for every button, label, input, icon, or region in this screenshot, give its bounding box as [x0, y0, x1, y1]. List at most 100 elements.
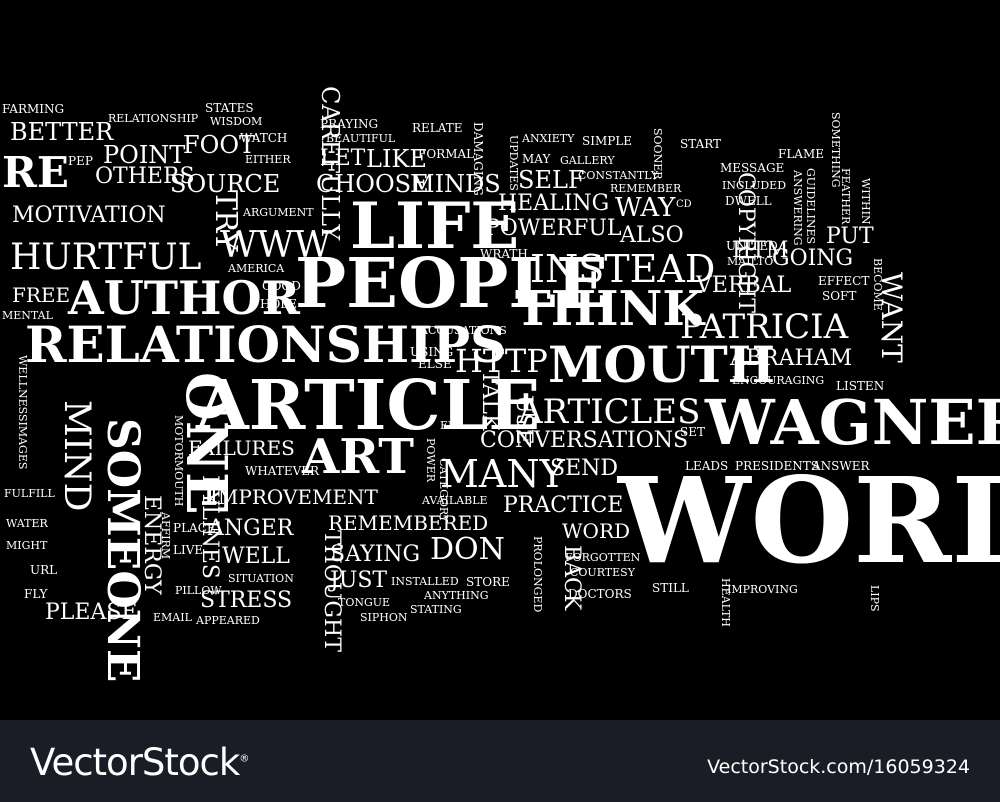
cloud-word: THINK — [515, 281, 705, 337]
cloud-word: PILLOW — [175, 584, 222, 597]
watermark-footer: VectorStock® VectorStock.com/16059324 — [0, 720, 1000, 802]
cloud-word: SOURCE — [170, 170, 281, 198]
cloud-word: EITHER — [245, 153, 291, 166]
cloud-word: URL — [30, 563, 58, 577]
cloud-word: REMEMBERED — [328, 511, 489, 535]
cloud-word: ARTICLES — [518, 392, 701, 432]
cloud-word: HTM — [732, 238, 789, 263]
cloud-word: ANYTHING — [424, 589, 489, 602]
cloud-word: MAILTO — [727, 255, 774, 268]
cloud-word: FORGOTTEN — [565, 551, 641, 564]
cloud-word: ARGUMENT — [243, 206, 314, 219]
cloud-word: SOFT — [822, 289, 857, 303]
cloud-word: INSTALLED — [391, 575, 459, 588]
cloud-word: DON — [430, 532, 505, 567]
cloud-word: WWW — [220, 225, 332, 266]
cloud-word: WATCH — [240, 131, 288, 145]
cloud-word: VERBAL — [696, 273, 792, 298]
cloud-word: FOOT — [183, 131, 256, 159]
cloud-word: PRACTICE — [503, 493, 624, 518]
cloud-word: LIPS — [868, 585, 881, 612]
cloud-word: RELATE — [412, 121, 463, 135]
cloud-word: FORMAL — [418, 147, 475, 161]
registered-mark: ® — [239, 753, 249, 765]
cloud-word: PEP — [68, 154, 93, 168]
cloud-word: TONGUE — [338, 596, 391, 609]
cloud-word: SAYING — [330, 542, 421, 567]
cloud-word: REMEMBER — [610, 182, 682, 195]
cloud-word: UNITED — [726, 239, 778, 253]
cloud-word: LEADS — [685, 459, 729, 473]
cloud-word: WHATEVER — [245, 464, 320, 478]
cloud-word: STATES — [205, 101, 254, 115]
cloud-word: RE — [2, 148, 69, 197]
cloud-word: ENCOURAGING — [732, 374, 825, 387]
cloud-word: MOUTH — [548, 335, 775, 394]
brand-name: VectorStock — [30, 741, 240, 784]
cloud-word: MESSAGE — [720, 161, 785, 175]
cloud-word: SEND — [550, 456, 619, 481]
cloud-word: ART — [302, 429, 415, 485]
cloud-word: INCLUDED — [722, 179, 787, 192]
cloud-word: STATING — [410, 603, 462, 616]
cloud-word: TALK — [477, 370, 502, 431]
cloud-word: BEAUTIFUL — [326, 132, 396, 145]
cloud-word: SET — [680, 425, 705, 439]
vectorstock-logo: VectorStock® — [30, 741, 249, 784]
cloud-word: LET — [320, 146, 366, 171]
cloud-word: RELATIONSHIP — [108, 112, 199, 125]
cloud-word: MOTORMOUTH — [172, 415, 185, 507]
cloud-word: LIFE — [350, 189, 520, 264]
cloud-word: SIPHON — [360, 611, 408, 624]
cloud-word: STORE — [466, 575, 510, 589]
cloud-word: ANSWER — [812, 459, 870, 473]
cloud-word: OTHERS — [95, 164, 195, 189]
cloud-word: SOONER — [651, 128, 664, 180]
cloud-word: ANSWERING — [791, 170, 804, 246]
cloud-word: WITHIN — [859, 178, 872, 225]
cloud-word: CONSTANTLY — [578, 169, 659, 182]
image-id: VectorStock.com/16059324 — [707, 756, 970, 778]
cloud-word: GOING — [772, 246, 854, 271]
cloud-word: START — [680, 137, 722, 151]
cloud-word: MAY — [522, 152, 551, 166]
cloud-word: MIND — [56, 400, 97, 512]
cloud-word: BETTER — [10, 118, 114, 146]
cloud-word: EMAIL — [153, 611, 192, 624]
cloud-word: SITUATION — [228, 572, 294, 585]
cloud-word: ELSE — [418, 357, 452, 371]
cloud-word: APPEARED — [196, 614, 260, 627]
cloud-word: CD — [676, 199, 692, 210]
cloud-word: PEOPLE — [295, 244, 608, 324]
cloud-word: WORD — [562, 519, 631, 543]
cloud-word: USING — [410, 345, 454, 359]
cloud-word: MOTIVATION — [12, 203, 166, 228]
cloud-word: HURTFUL — [10, 237, 202, 278]
cloud-word: MIGHT — [6, 539, 48, 552]
cloud-word: ARTICLE — [196, 366, 541, 446]
cloud-word: PUT — [826, 224, 874, 249]
cloud-word: GUIDELINES — [804, 168, 817, 245]
cloud-word: PROLONGED — [531, 536, 544, 613]
cloud-word: PRESIDENTS — [735, 459, 819, 473]
cloud-word: CHOOSE — [316, 170, 429, 198]
cloud-word: AFFIRM — [159, 512, 172, 560]
cloud-word: IMPROVEMENT — [210, 485, 378, 509]
cloud-word: WAY — [615, 193, 676, 223]
cloud-word: FLAME — [778, 147, 825, 161]
cloud-word: POINT — [103, 141, 186, 169]
cloud-word: MENTAL — [2, 309, 53, 322]
cloud-word: FULFILL — [4, 487, 55, 500]
cloud-word: FLY — [24, 587, 48, 601]
cloud-word: TRY — [208, 190, 243, 252]
cloud-word: POWER — [424, 438, 437, 483]
cloud-word: DOCTORS — [568, 587, 632, 601]
cloud-word: WELL — [222, 544, 290, 569]
cloud-word: ABRAHAM — [730, 346, 853, 371]
cloud-word: FARMING — [2, 102, 65, 116]
cloud-word: POWERFUL — [485, 216, 622, 241]
cloud-word: WELLNESSIMAGES — [16, 355, 29, 470]
cloud-word: SIMPLE — [582, 134, 633, 148]
cloud-word: SELF — [518, 166, 585, 194]
